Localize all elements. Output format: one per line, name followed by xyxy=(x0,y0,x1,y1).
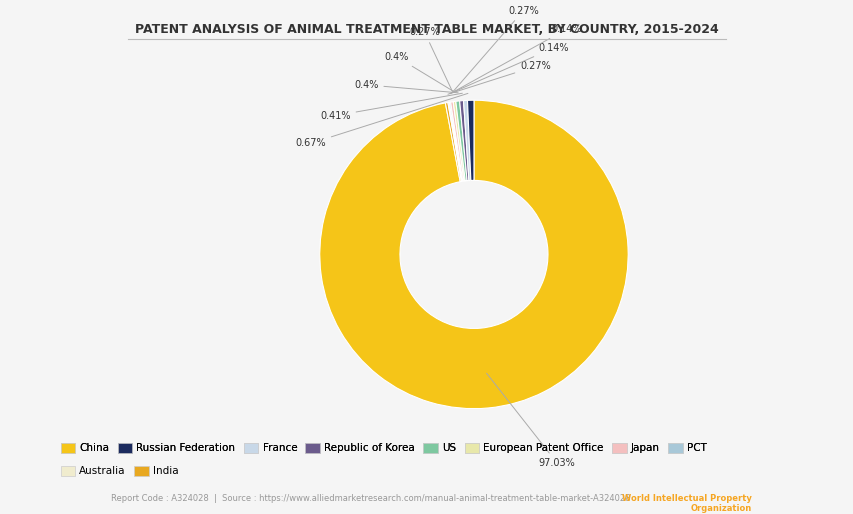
Legend: Australia, India: Australia, India xyxy=(56,462,183,481)
Text: 0.27%: 0.27% xyxy=(452,6,538,92)
Text: 0.41%: 0.41% xyxy=(320,93,461,121)
Text: 0.4%: 0.4% xyxy=(385,52,454,92)
Text: World Intellectual Property: World Intellectual Property xyxy=(621,493,751,503)
Text: 0.27%: 0.27% xyxy=(448,61,550,94)
Wedge shape xyxy=(448,102,461,181)
Wedge shape xyxy=(456,101,467,181)
Text: 97.03%: 97.03% xyxy=(486,373,575,468)
Wedge shape xyxy=(445,102,461,182)
Text: PATENT ANALYSIS OF ANIMAL TREATMENT TABLE MARKET, BY COUNTRY, 2015-2024: PATENT ANALYSIS OF ANIMAL TREATMENT TABL… xyxy=(135,23,718,36)
Text: 0.4%: 0.4% xyxy=(354,80,458,93)
Wedge shape xyxy=(449,102,462,181)
Text: Report Code : A324028  |  Source : https://www.alliedmarketresearch.com/manual-a: Report Code : A324028 | Source : https:/… xyxy=(111,493,638,503)
Legend: China, Russian Federation, France, Republic of Korea, US, European Patent Office: China, Russian Federation, France, Repub… xyxy=(56,438,710,457)
Wedge shape xyxy=(467,100,473,180)
Wedge shape xyxy=(319,100,628,409)
Wedge shape xyxy=(463,100,470,180)
Text: 0.14%: 0.14% xyxy=(450,24,581,93)
Text: Organization: Organization xyxy=(689,504,751,513)
Wedge shape xyxy=(459,101,468,181)
Text: 0.14%: 0.14% xyxy=(450,43,569,94)
Wedge shape xyxy=(450,102,463,181)
Wedge shape xyxy=(453,101,465,181)
Text: 0.67%: 0.67% xyxy=(295,94,467,149)
Text: 0.27%: 0.27% xyxy=(409,27,452,91)
